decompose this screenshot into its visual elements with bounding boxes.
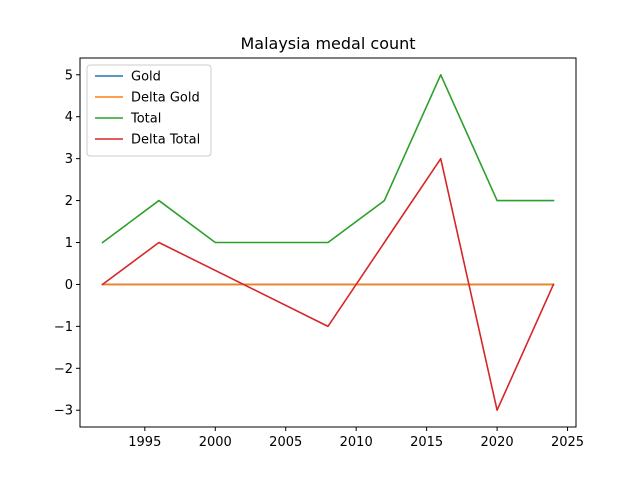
legend-label: Gold <box>131 70 161 85</box>
legend-label: Delta Gold <box>131 91 200 106</box>
x-tick-label: 1995 <box>128 435 161 450</box>
legend-entry: Delta Gold <box>95 91 200 106</box>
chart-title: Malaysia medal count <box>240 34 415 53</box>
series-layer <box>101 73 555 412</box>
x-axis: 1995 2000 2005 2010 2015 2020 2025 <box>128 427 584 450</box>
y-tick-label: 1 <box>65 236 73 251</box>
x-tick-label: 2020 <box>481 435 514 450</box>
y-tick-label: 4 <box>65 110 73 125</box>
y-tick-label: −1 <box>54 320 73 335</box>
series-line-total <box>101 73 555 244</box>
legend-entry: Total <box>95 112 161 127</box>
y-tick-label: 0 <box>65 278 73 293</box>
y-tick-label: 5 <box>65 68 73 83</box>
x-tick-label: 2025 <box>551 435 584 450</box>
legend: Gold Delta Gold Total Delta Total <box>86 64 212 157</box>
y-tick-label: 3 <box>65 152 73 167</box>
legend-label: Total <box>130 112 161 127</box>
legend-label: Delta Total <box>131 133 200 148</box>
x-tick-label: 2015 <box>410 435 443 450</box>
series-line-delta-total <box>101 157 555 412</box>
legend-entry: Delta Total <box>95 133 200 148</box>
legend-box <box>86 64 212 157</box>
y-axis: −3 −2 −1 0 1 2 3 4 5 <box>54 68 80 419</box>
x-tick-label: 2005 <box>269 435 302 450</box>
y-tick-label: −2 <box>54 362 73 377</box>
x-tick-label: 2000 <box>199 435 232 450</box>
legend-entry: Gold <box>95 70 161 85</box>
y-tick-label: 2 <box>65 194 73 209</box>
y-tick-label: −3 <box>54 404 73 419</box>
x-tick-label: 2010 <box>340 435 373 450</box>
